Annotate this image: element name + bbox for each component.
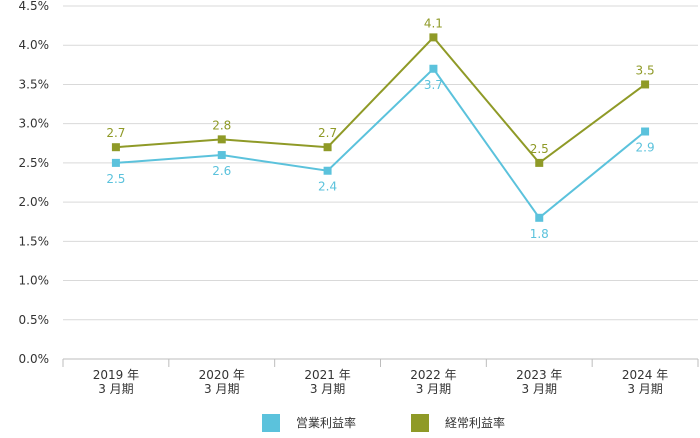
series-1-data-label: 2.7 (318, 126, 337, 140)
legend-swatch-0 (262, 414, 280, 432)
legend-swatch-1 (411, 414, 429, 432)
legend: 営業利益率 経常利益率 (262, 414, 505, 432)
data-labels: 2.5 2.6 2.4 3.7 1.8 2.9 2.7 2.8 2.7 4.1 2.5 3.5 (106, 16, 654, 240)
x-tick-label-period: 3 月期 (416, 382, 451, 396)
x-tick-label-period: 3 月期 (98, 382, 133, 396)
y-tick-label: 2.0% (19, 195, 50, 209)
grid-lines (63, 5, 698, 360)
x-tick-label-year: 2023 年 (516, 368, 562, 382)
y-tick-label: 3.5% (19, 77, 50, 91)
x-tick-label-year: 2024 年 (622, 368, 668, 382)
x-tick-label-year: 2020 年 (199, 368, 245, 382)
series-1-marker (535, 158, 544, 167)
x-tick-label-year: 2022 年 (410, 368, 456, 382)
x-tick-label-period: 3 月期 (627, 382, 662, 396)
y-tick-label: 2.5% (19, 156, 50, 170)
series-1-data-label: 4.1 (424, 16, 443, 30)
series-1-data-label: 2.8 (212, 118, 231, 132)
series-0-data-label: 2.6 (212, 164, 231, 178)
x-tick-label-year: 2021 年 (304, 368, 350, 382)
series-0-marker (535, 213, 544, 222)
x-tick-label-period: 3 月期 (310, 382, 345, 396)
series-1-marker (429, 33, 438, 42)
y-tick-label: 1.0% (19, 274, 50, 288)
x-tick-label-year: 2019 年 (93, 368, 139, 382)
series-1-marker (323, 143, 332, 152)
y-tick-label: 0.5% (19, 313, 50, 327)
series-1-marker (111, 143, 120, 152)
x-tick-label-period: 3 月期 (204, 382, 239, 396)
y-tick-label: 1.5% (19, 234, 50, 248)
series-0-marker (641, 127, 650, 136)
series-0-marker (111, 158, 120, 167)
series-line-1 (115, 35, 646, 165)
series-1-marker (217, 135, 226, 144)
y-axis-ticks: 0.0% 0.5% 1.0% 1.5% 2.0% 2.5% 3.0% 3.5% 4.0% 4.5% (19, 0, 50, 366)
series-1-data-label: 2.7 (106, 126, 125, 140)
series-0-data-label: 3.7 (424, 78, 443, 92)
y-tick-label: 3.0% (19, 117, 50, 131)
series-line-0 (115, 67, 646, 220)
series-0-data-label: 2.9 (636, 141, 655, 155)
y-tick-label: 4.5% (19, 0, 50, 13)
series-1-marker (641, 80, 650, 89)
legend-label-1: 経常利益率 (445, 415, 505, 430)
series-0-data-label: 1.8 (530, 227, 549, 241)
series-0-marker (429, 64, 438, 73)
series-0-data-label: 2.5 (106, 172, 125, 186)
legend-label-0: 営業利益率 (296, 415, 356, 430)
series-0-marker (323, 166, 332, 175)
series-1-data-label: 2.5 (530, 142, 549, 156)
x-tick-label-period: 3 月期 (522, 382, 557, 396)
y-tick-label: 0.0% (19, 352, 50, 366)
series-0-data-label: 2.4 (318, 180, 337, 194)
series-1-data-label: 3.5 (636, 63, 655, 77)
series-0-marker (217, 151, 226, 160)
series-group (111, 33, 650, 222)
y-tick-label: 4.0% (19, 38, 50, 52)
